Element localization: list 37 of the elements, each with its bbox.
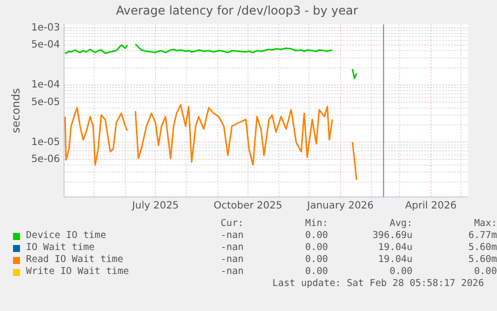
text: 0.00 bbox=[473, 266, 497, 278]
x-tick-label: October 2025 bbox=[214, 200, 282, 212]
y-tick-label: 5e-06 bbox=[31, 154, 60, 166]
text: 6.77m bbox=[467, 230, 497, 242]
text: -nan bbox=[220, 230, 244, 242]
text: Max: bbox=[473, 218, 497, 230]
text: Last update: Sat Feb 28 05:58:17 2026 bbox=[271, 278, 484, 290]
text: 5.60m bbox=[467, 254, 497, 266]
text: 0.00 bbox=[304, 230, 328, 242]
y-tick-label: 5e-04 bbox=[31, 40, 60, 51]
x-tick-label: July 2025 bbox=[131, 200, 179, 212]
text: 19.04u bbox=[377, 242, 412, 254]
chart-title: Average latency for /dev/loop3 - by year bbox=[116, 3, 358, 18]
text: Min: bbox=[304, 218, 328, 230]
y-tick-label: 1e-03 bbox=[31, 22, 60, 34]
text: 0.00 bbox=[304, 254, 328, 266]
text: -nan bbox=[220, 242, 244, 254]
y-tick-label: 5e-05 bbox=[31, 96, 60, 108]
x-tick-label: April 2026 bbox=[405, 200, 457, 212]
text: 19.04u bbox=[377, 254, 412, 266]
y-tick-label: 1e-04 bbox=[31, 80, 60, 91]
text: 0.00 bbox=[304, 242, 328, 254]
text: 0.00 bbox=[304, 266, 328, 278]
x-tick-label: January 2026 bbox=[306, 200, 374, 212]
y-axis-title: seconds bbox=[9, 88, 22, 134]
text: Cur: bbox=[220, 218, 244, 230]
text: 0.00 bbox=[388, 266, 412, 278]
text: -nan bbox=[220, 254, 244, 266]
legend-label: Read IO Wait time bbox=[26, 254, 124, 266]
legend-label: Device IO time bbox=[26, 230, 106, 242]
text: 396.69u bbox=[371, 230, 412, 242]
y-tick-label: 1e-05 bbox=[31, 136, 60, 148]
legend-label: IO Wait time bbox=[26, 242, 95, 254]
legend-label: Write IO Wait time bbox=[26, 266, 129, 278]
text: 5.60m bbox=[467, 242, 497, 254]
text: Avg: bbox=[388, 218, 412, 230]
text: -nan bbox=[220, 266, 244, 278]
